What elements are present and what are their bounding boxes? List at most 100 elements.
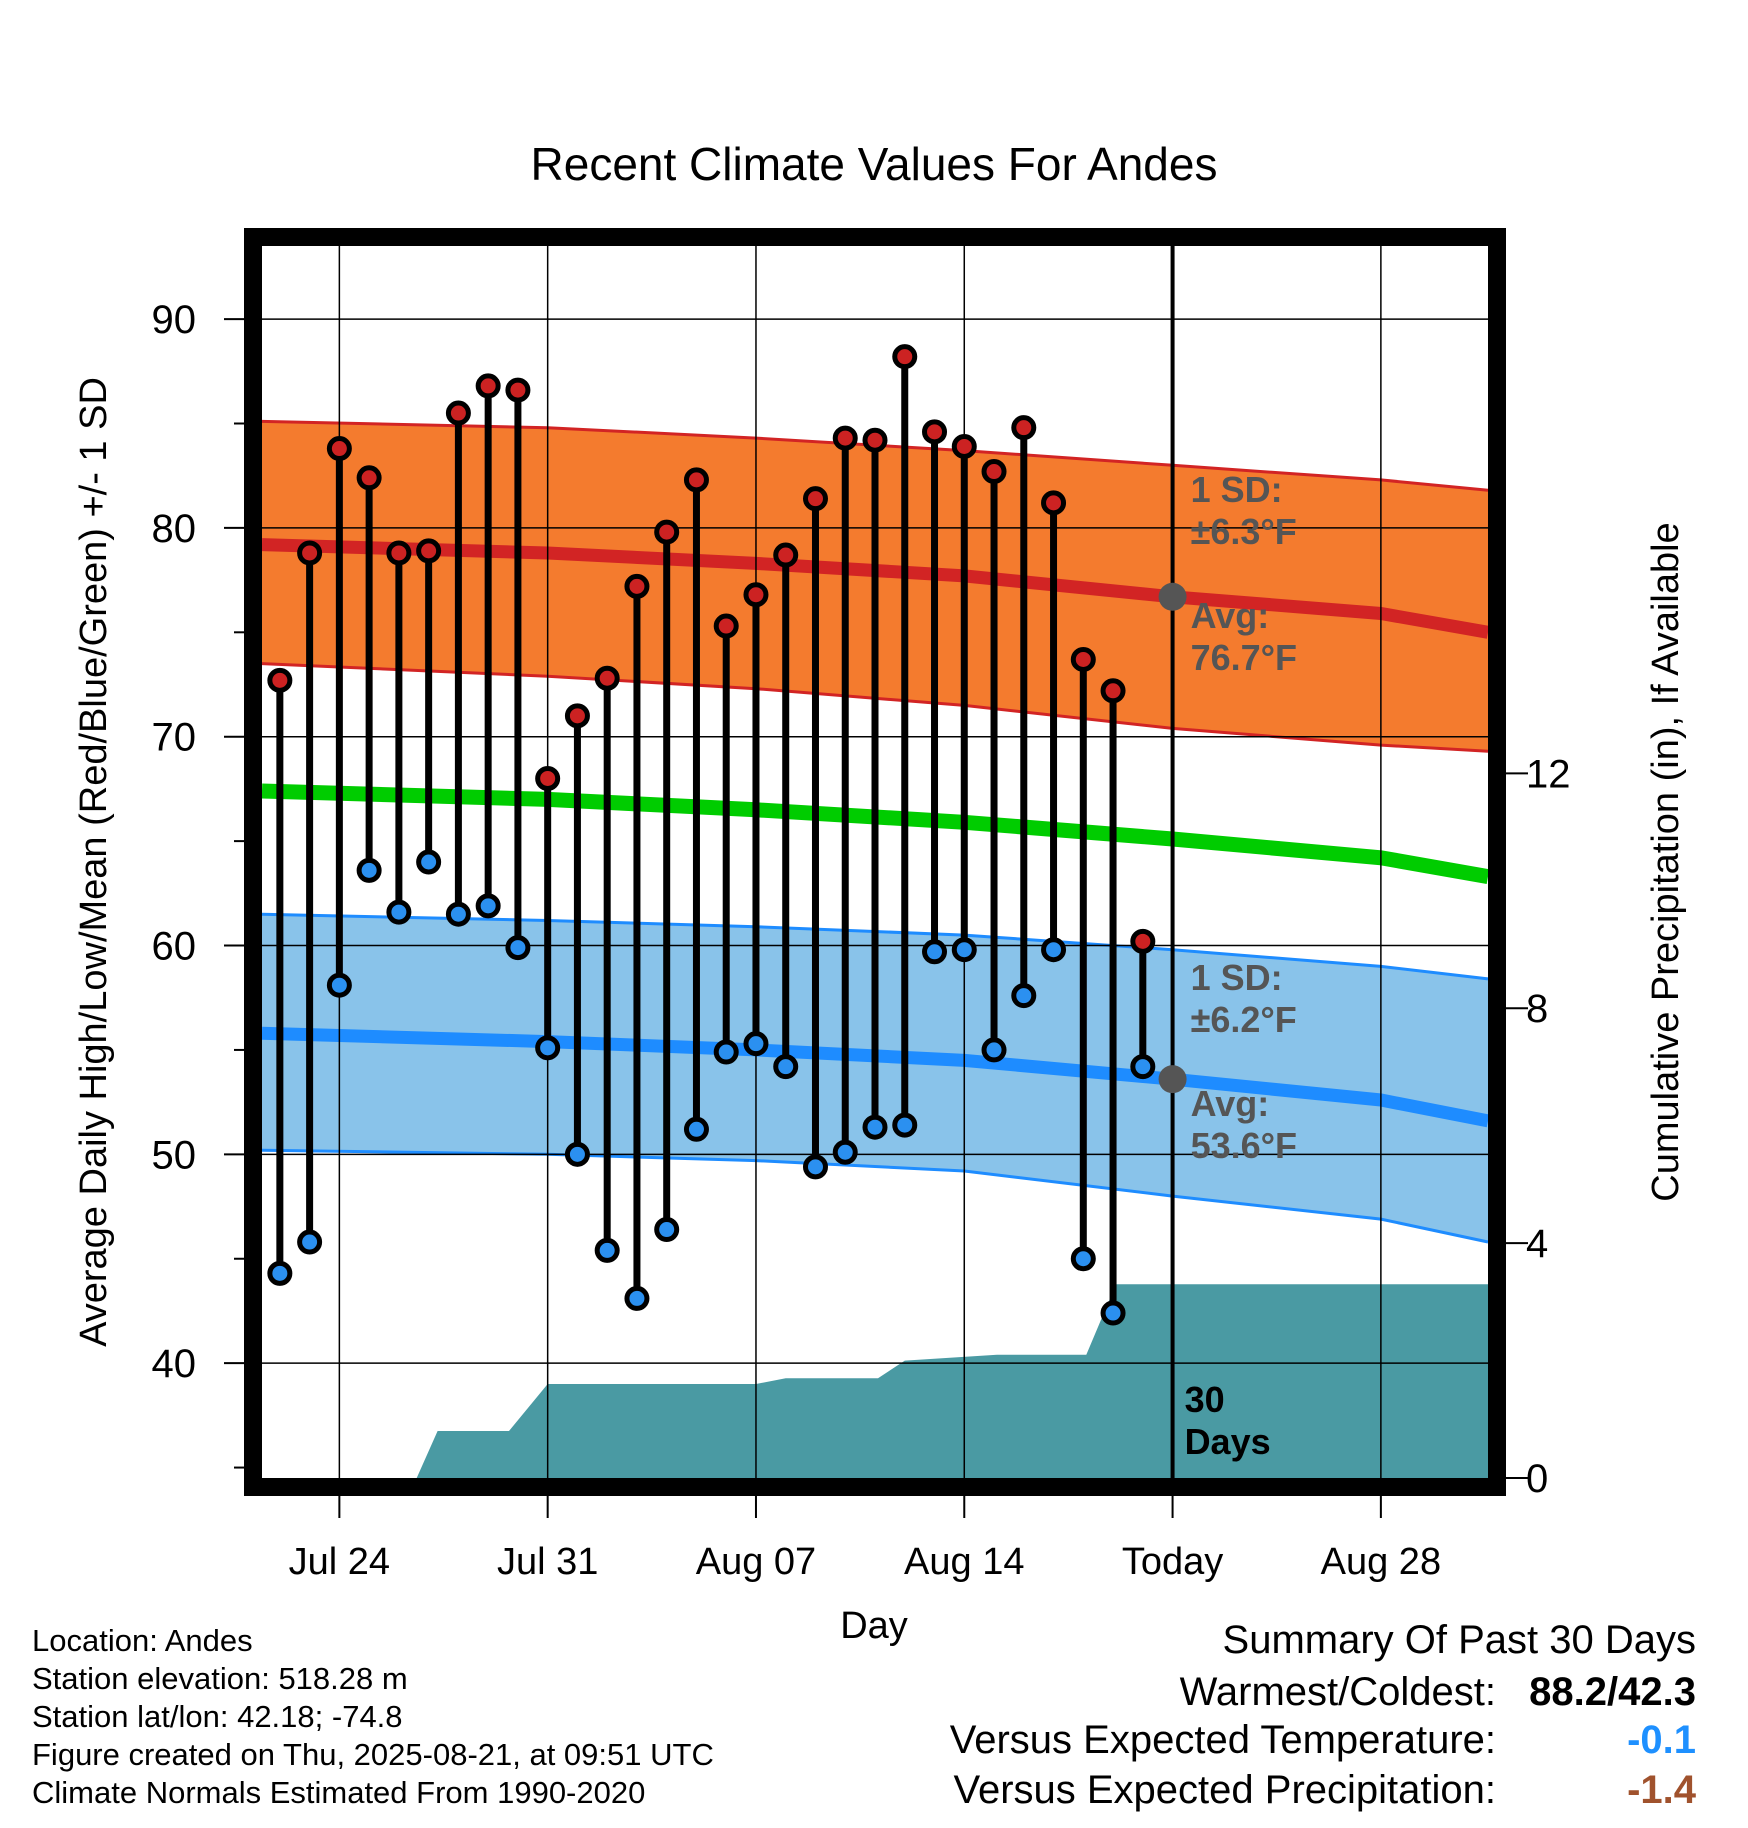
high-point [1041,490,1067,516]
summary-heading: Summary Of Past 30 Days [1222,1618,1696,1662]
high-point [1130,928,1156,954]
low-avg-annotation: 53.6°F [1191,1125,1297,1166]
high-point [862,427,888,453]
low-point [624,1285,650,1311]
warm-cold-label: Warmest/Coldest: [1179,1670,1496,1714]
x-axis-label: Day [840,1605,908,1647]
info-created: Figure created on Thu, 2025-08-21, at 09… [32,1737,714,1772]
x-tick-label: Jul 31 [497,1541,598,1583]
high-point [654,519,680,545]
high-low-stems [267,344,1156,1326]
high-point [773,542,799,568]
low-point [594,1237,620,1263]
high-point [594,665,620,691]
temp-value: -0.1 [1627,1718,1696,1762]
high-point [505,377,531,403]
low-sd-annotation: ±6.2°F [1191,999,1297,1040]
info-elevation: Station elevation: 518.28 m [32,1661,408,1696]
y-tick-label: 50 [152,1133,197,1177]
axis-labels: Recent Climate Values For AndesDay405060… [73,138,1687,1647]
low-point [802,1154,828,1180]
y2-axis-label: Cumulative Precipitation (in), If Availa… [1645,522,1687,1201]
high-point [951,433,977,459]
today-low-normal-dot [1158,1065,1187,1094]
info-latlon: Station lat/lon: 42.18; -74.8 [32,1699,403,1734]
low-point [297,1229,323,1255]
high-sd-annotation: ±6.3°F [1191,511,1297,552]
low-point [1070,1246,1096,1272]
high-point [445,400,471,426]
low-point [981,1037,1007,1063]
low-point [654,1217,680,1243]
temp-label: Versus Expected Temperature: [949,1718,1496,1762]
y-tick-label: 90 [152,298,197,342]
low-point [1130,1054,1156,1080]
low-point [564,1141,590,1167]
y-axis-label: Average Daily High/Low/Mean (Red/Blue/Gr… [73,377,115,1347]
high-point [683,467,709,493]
low-point [1041,937,1067,963]
plot-frame [244,228,1506,1496]
low-point [475,893,501,919]
y-tick-label: 70 [152,716,197,760]
axes [224,228,1528,1518]
info-location: Location: Andes [32,1623,253,1658]
high-point [981,459,1007,485]
low-point [267,1260,293,1286]
high-point [475,373,501,399]
high-point [1011,415,1037,441]
low-point [326,972,352,998]
summary-warm-cold: Warmest/Coldest: 88.2/42.3 [1180,1670,1696,1715]
low-point [1011,983,1037,1009]
high-avg-annotation: Avg: [1191,595,1270,636]
high-point [1100,678,1126,704]
low-point [773,1054,799,1080]
low-point [1100,1300,1126,1326]
low-point [922,939,948,965]
y-tick-label: 40 [152,1342,197,1386]
precipitation-area [262,1284,1488,1478]
y-tick-label: 80 [152,507,197,551]
low-point [951,937,977,963]
y2-tick-label: 12 [1526,752,1571,796]
x-tick-label: Jul 24 [289,1541,390,1583]
low-point [505,935,531,961]
low-point [713,1039,739,1065]
low-point [535,1035,561,1061]
precipitation-fill [262,1284,1488,1478]
low-point [892,1112,918,1138]
x-tick-label: Today [1122,1541,1223,1583]
low-sd-annotation: 1 SD: [1191,957,1283,998]
x-tick-label: Aug 07 [696,1541,816,1583]
x-tick-label: Aug 28 [1321,1541,1441,1583]
y2-tick-label: 8 [1526,987,1548,1031]
summary-precip: Versus Expected Precipitation: -1.4 [953,1768,1696,1813]
low-point [445,901,471,927]
high-point [802,486,828,512]
low-point [862,1114,888,1140]
high-point [624,573,650,599]
high-point [564,703,590,729]
high-avg-annotation: 76.7°F [1191,637,1297,678]
high-point [743,582,769,608]
x-tick-label: Aug 14 [904,1541,1024,1583]
low-point [743,1031,769,1057]
low-point [683,1116,709,1142]
low-point [356,857,382,883]
high-point [386,540,412,566]
today-high-normal-dot [1158,582,1187,611]
high-point [892,344,918,370]
low-point [832,1139,858,1165]
high-point [922,419,948,445]
high-point [297,540,323,566]
info-normals: Climate Normals Estimated From 1990-2020 [32,1775,646,1810]
high-point [535,765,561,791]
high-point [1070,646,1096,672]
low-point [386,899,412,925]
high-point [713,613,739,639]
high-point [356,465,382,491]
chart-title: Recent Climate Values For Andes [531,138,1218,190]
summary-temp: Versus Expected Temperature: -0.1 [950,1718,1696,1763]
